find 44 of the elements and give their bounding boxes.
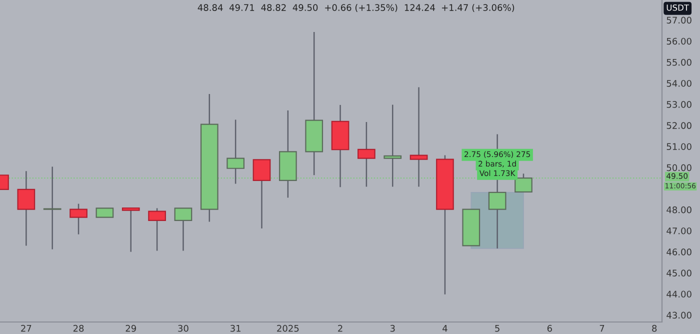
y-tick-label: 46.00 <box>666 248 692 256</box>
annotation: 124.24 <box>404 4 435 11</box>
y-tick-label: 51.00 <box>666 143 692 150</box>
x-tick-label: 6 <box>547 324 552 332</box>
x-tick-label: 27 <box>21 324 32 332</box>
y-tick-label: 45.00 <box>666 270 692 276</box>
annotation: 48.84 <box>198 4 223 11</box>
y-tick-label: 54.00 <box>666 80 692 87</box>
x-tick-label: 31 <box>230 324 240 332</box>
x-tick-label: 8 <box>652 324 657 332</box>
text: USDT <box>666 4 690 11</box>
candlestick <box>17 170 36 246</box>
x-tick-label: 4 <box>442 325 448 332</box>
x-tick-label: 2025 <box>277 324 299 332</box>
candlestick <box>96 208 114 218</box>
candlestick <box>122 207 140 252</box>
x-tick-label: 30 <box>178 324 188 332</box>
x-tick-label: 7 <box>600 325 604 332</box>
x-tick-label: 5 <box>495 325 500 332</box>
annotation: 49.50 <box>292 4 318 11</box>
annotation: +1.47 (+3.06%) <box>442 4 514 12</box>
y-tick-label: 55.00 <box>666 58 692 66</box>
y-tick-label: 50.00 <box>666 164 692 172</box>
annotation: 48.82 <box>261 4 286 11</box>
y-tick-label: 52.00 <box>666 122 692 129</box>
annotation: +0.66 (+1.35%) <box>325 4 398 12</box>
y-tick-label: 56.00 <box>666 38 692 45</box>
y-tick-label: 48.00 <box>666 206 692 214</box>
x-tick-label: 3 <box>390 324 395 332</box>
y-tick-label: 57.00 <box>666 16 692 24</box>
y-tick-label: 47.00 <box>666 227 692 234</box>
candlestick <box>70 203 88 235</box>
candlestick <box>358 121 376 188</box>
x-tick-label: 2 <box>338 324 342 332</box>
y-tick-label: 44.00 <box>666 290 692 298</box>
candlestick <box>252 159 271 230</box>
candlestick <box>148 208 166 252</box>
candlestick <box>410 86 428 188</box>
annotation: 49.71 <box>229 4 254 11</box>
x-tick-label: 29 <box>126 324 136 332</box>
x-tick-label: 28 <box>73 324 84 332</box>
candlestick <box>174 208 192 252</box>
y-tick-label: 43.00 <box>666 312 692 319</box>
y-tick-label: 53.00 <box>666 101 692 108</box>
